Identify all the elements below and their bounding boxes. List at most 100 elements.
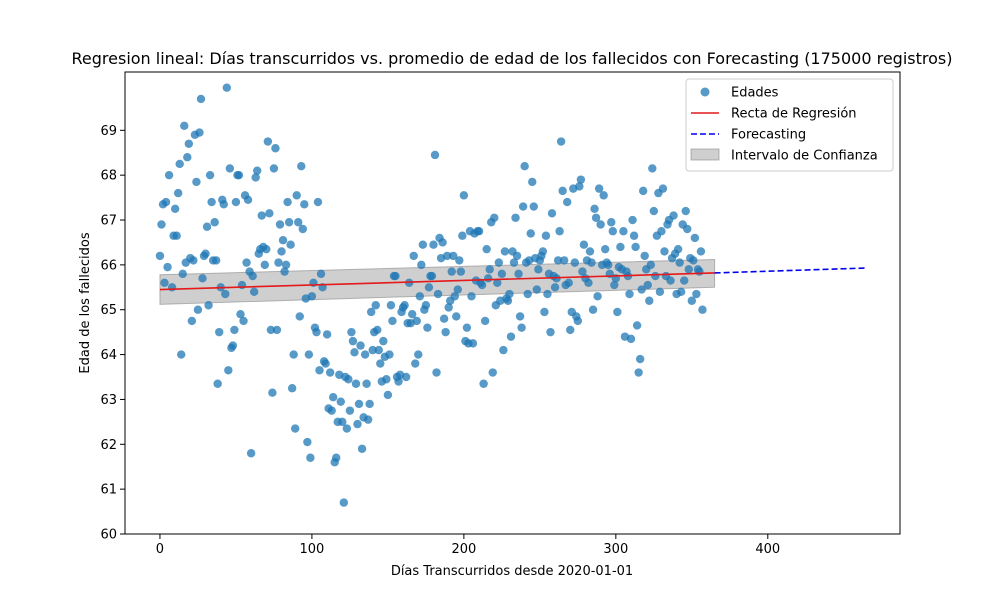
legend-patch [690,148,720,161]
scatter-point [681,206,690,216]
scatter-point [643,280,652,290]
scatter-point [221,289,230,299]
scatter-point [566,325,575,335]
scatter-point [297,161,306,171]
scatter-point [467,292,476,301]
scatter-point [599,191,608,200]
scatter-point [604,260,613,270]
scatter-point [237,280,247,290]
scatter-point [408,310,417,319]
legend-item: Intervalo de Confianza [690,148,878,164]
scatter-point [205,170,215,180]
scatter-point [576,175,586,184]
scatter-point [518,202,528,211]
scatter-point [284,218,294,227]
scatter-point [415,292,425,301]
scatter-point [649,206,659,216]
scatter-point [198,274,207,283]
scatter-point [509,258,519,267]
scatter-point [366,307,376,317]
scatter-point [683,224,692,234]
scatter-point [553,256,563,265]
chart-title: Regresion lineal: Días transcurridos vs.… [72,49,953,68]
scatter-point [385,350,394,359]
scatter-point [584,278,593,288]
y-tick-label: 67 [100,214,117,229]
scatter-point [651,271,660,281]
scatter-point [382,375,391,384]
scatter-point [596,220,605,229]
scatter-point [204,301,213,310]
scatter-point [689,256,698,265]
scatter-point [555,227,564,236]
scatter-point [322,330,332,339]
scatter-point [187,316,197,326]
scatter-point [432,368,441,377]
scatter-point [600,244,610,254]
scatter-point [251,173,260,182]
scatter-point [281,260,291,270]
scatter-point [207,197,216,207]
scatter-point [430,150,440,160]
scatter-point [339,498,349,507]
scatter-point [345,406,355,415]
scatter-point [371,301,380,310]
scatter-point [494,258,504,267]
scatter-point [239,316,248,326]
scatter-point [646,260,655,270]
scatter-point [655,287,665,296]
scatter-point [164,170,174,180]
scatter-point [266,325,276,335]
scatter-point [177,350,186,359]
forecast-line [714,267,867,274]
scatter-point [477,280,487,290]
scatter-point [547,209,557,218]
scatter-point [511,213,520,222]
scatter-point [687,296,697,305]
scatter-point [175,159,184,169]
legend-item: Forecasting [691,128,806,143]
scatter-point [242,258,251,267]
scatter-point [570,258,580,267]
scatter-point [438,238,447,247]
scatter-point [657,227,666,236]
scatter-point [458,231,467,240]
scatter-point [499,345,508,355]
y-axis-ticks: 60 61 62 63 64 65 66 67 68 69 [100,124,125,543]
scatter-point [695,267,704,276]
scatter-point [356,341,365,350]
scatter-point [163,262,172,272]
scatter-point [459,191,469,200]
scatter-point [634,368,643,377]
scatter-point [327,406,336,415]
scatter-point [350,348,359,357]
legend-item: Recta de Regresión [691,107,857,122]
scatter-point [563,197,572,207]
scatter-point [628,215,637,225]
scatter-point [342,424,352,433]
scatter-point [698,305,707,314]
scatter-point [594,184,604,193]
scatter-point [388,316,397,326]
scatter-point [262,244,271,254]
scatter-point [433,289,443,299]
scatter-point [675,258,684,267]
scatter-point [474,227,484,236]
scatter-point [234,170,244,180]
scatter-point [231,197,241,207]
scatter-point [485,265,494,274]
scatter-point [414,350,423,359]
scatter-point [591,213,601,222]
x-tick-label: 0 [156,542,164,557]
scatter-point [423,323,432,332]
scatter-point [640,251,649,261]
scatter-point [637,285,646,294]
scatter-point [616,242,625,252]
scatter-point [441,327,450,337]
scatter-point [195,128,204,137]
scatter-point [411,359,420,368]
scatter-point [394,377,403,386]
scatter-point [669,211,678,220]
scatter-points-layer [155,83,707,507]
scatter-point [447,267,456,276]
